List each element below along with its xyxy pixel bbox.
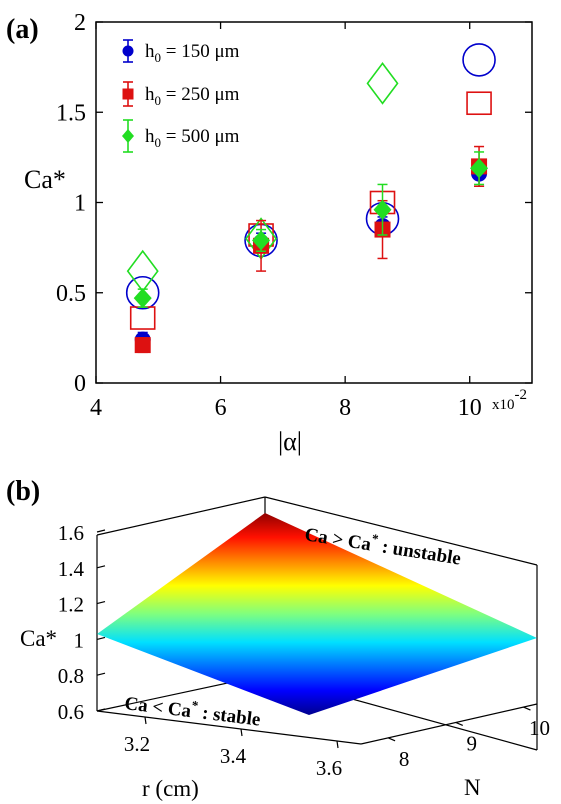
legend-label-150-rest: = 150 μm (161, 41, 240, 62)
r-tick-mark (336, 740, 339, 749)
y-tick-label: 0 (74, 371, 86, 397)
legend-label-250-sub: 0 (155, 93, 162, 108)
y-tick-label: 0.5 (56, 281, 86, 307)
n-tick-label: 8 (399, 747, 410, 771)
panel-a-label: (a) (6, 14, 39, 45)
y-tick-label: 1 (74, 191, 86, 217)
z-tick-mark (96, 565, 106, 569)
r-tick-label: 3.4 (220, 744, 247, 768)
legend: h0 = 150 μm h0 = 250 μm h0 = 500 μm (122, 39, 240, 153)
z-tick-mark (96, 529, 106, 533)
plot-a-ticks: 4 6 8 10 0 0.5 1 1.5 2 (56, 10, 532, 421)
r-axis-title: r (cm) (142, 776, 199, 801)
legend-item-150: h0 = 150 μm (122, 39, 240, 65)
x-multiplier-exponent: -2 (515, 387, 528, 403)
stable-annotation-rest: : stable (196, 702, 261, 731)
n-tick-label: 10 (529, 716, 550, 740)
y-axis-title: Ca* (24, 165, 66, 194)
legend-item-250: h0 = 250 μm (122, 81, 240, 108)
n-tick-label: 9 (467, 731, 478, 755)
panel-b-label: (b) (6, 476, 40, 507)
open-square-marker (129, 306, 156, 330)
legend-item-500: h0 = 500 μm (122, 119, 240, 153)
data-point-500 (470, 158, 489, 179)
x-tick-label: 8 (339, 395, 351, 421)
n-tick-mark (523, 706, 531, 711)
legend-label-250-main: h (145, 84, 155, 105)
z-tick-mark (96, 601, 106, 605)
z-tick-mark (96, 636, 106, 640)
unstable-annotation-rest: : unstable (376, 536, 463, 570)
open-diamond-marker (126, 249, 159, 293)
r-tick-label: 3.2 (124, 732, 150, 756)
x-multiplier: x10-2 (492, 387, 527, 413)
box-right-top-edge (264, 496, 538, 566)
legend-label-500-main: h (145, 126, 155, 147)
box-floor-front-right (360, 703, 538, 745)
n-tick-mark (387, 737, 396, 742)
legend-marker-250 (122, 88, 134, 100)
z-axis-title: Ca* (20, 626, 57, 651)
x-axis-title: |α| (278, 427, 302, 456)
panel-b: (b) 0.6 0.8 1 1.2 1.4 1.6 3.2 3.4 3.6 8 9 10 Ca* r … (6, 476, 550, 801)
legend-label-150-main: h (145, 41, 155, 62)
legend-label-150-sub: 0 (155, 50, 162, 65)
legend-label-150: h0 = 150 μm (145, 41, 240, 65)
data-point-500 (373, 199, 392, 220)
open-diamond-marker (366, 62, 399, 105)
data-point-500 (133, 288, 152, 309)
z-tick-label: 1.4 (58, 557, 85, 581)
n-tick-mark (455, 721, 464, 727)
legend-label-500: h0 = 500 μm (145, 126, 240, 150)
legend-label-250: h0 = 250 μm (145, 84, 240, 108)
z-tick-mark (96, 708, 106, 712)
plot-a-marks (125, 43, 496, 354)
unstable-annotation-star: * (371, 531, 380, 547)
legend-marker-500 (122, 129, 134, 143)
x-multiplier-prefix: x10 (492, 397, 515, 413)
y-tick-label: 1.5 (56, 100, 86, 126)
z-tick-label: 0.6 (58, 700, 84, 724)
stable-annotation: Ca < Ca* : stable (123, 689, 262, 730)
r-tick-mark (240, 728, 243, 737)
z-tick-label: 1.6 (58, 521, 84, 545)
open-circle-marker (462, 43, 496, 77)
open-square-marker (466, 91, 492, 116)
z-tick-label: 0.8 (58, 664, 84, 688)
z-tick-label: 1.2 (58, 593, 84, 617)
z-tick-mark (96, 672, 106, 676)
stable-annotation-main: Ca < Ca (123, 693, 192, 722)
r-tick-mark (144, 716, 147, 725)
legend-label-500-sub: 0 (155, 135, 162, 150)
r-tick-label: 3.6 (316, 756, 342, 780)
open-circle-marker (125, 275, 160, 310)
n-axis-title: N (464, 775, 481, 800)
data-point-250 (134, 337, 151, 354)
legend-label-250-rest: = 250 μm (161, 84, 240, 105)
y-tick-label: 2 (74, 10, 86, 36)
plot-a-frame (95, 21, 533, 384)
box-floor-front-left (96, 710, 362, 745)
legend-label-500-rest: = 500 μm (161, 126, 240, 147)
data-point-500 (252, 230, 271, 251)
ca-star-surface (97, 513, 537, 715)
x-tick-label: 10 (458, 395, 482, 421)
plot-b-ticks: 0.6 0.8 1 1.2 1.4 1.6 3.2 3.4 3.6 8 9 10 (58, 521, 550, 780)
x-tick-label: 4 (90, 395, 102, 421)
legend-marker-150 (122, 45, 134, 57)
box-back-top-edge (96, 496, 266, 536)
z-tick-label: 1 (74, 628, 85, 652)
stable-annotation-star: * (191, 697, 199, 713)
x-tick-label: 6 (215, 395, 227, 421)
